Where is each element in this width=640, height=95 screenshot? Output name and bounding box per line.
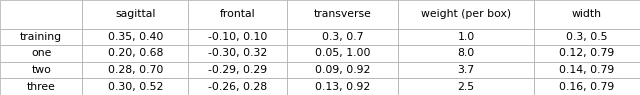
Text: 0.30, 0.52: 0.30, 0.52 <box>108 82 163 92</box>
Bar <box>83 28 188 45</box>
Bar <box>83 0 188 28</box>
Text: 0.20, 0.68: 0.20, 0.68 <box>108 48 163 58</box>
Bar <box>287 62 398 78</box>
Bar <box>0 78 83 95</box>
Bar <box>534 78 640 95</box>
Bar <box>0 0 83 28</box>
Bar <box>398 0 534 28</box>
Bar <box>398 78 534 95</box>
Bar <box>83 78 188 95</box>
Bar <box>287 28 398 45</box>
Text: 2.5: 2.5 <box>458 82 475 92</box>
Text: 0.09, 0.92: 0.09, 0.92 <box>315 65 370 75</box>
Bar <box>0 45 83 62</box>
Bar <box>0 28 83 45</box>
Text: 0.3, 0.7: 0.3, 0.7 <box>322 32 364 42</box>
Bar <box>188 28 287 45</box>
Text: 0.14, 0.79: 0.14, 0.79 <box>559 65 614 75</box>
Bar <box>188 78 287 95</box>
Bar <box>398 28 534 45</box>
Bar <box>83 45 188 62</box>
Bar <box>398 45 534 62</box>
Text: 0.35, 0.40: 0.35, 0.40 <box>108 32 163 42</box>
Text: -0.30, 0.32: -0.30, 0.32 <box>208 48 268 58</box>
Text: transverse: transverse <box>314 9 371 19</box>
Bar <box>534 62 640 78</box>
Bar <box>398 62 534 78</box>
Text: weight (per box): weight (per box) <box>421 9 511 19</box>
Text: 8.0: 8.0 <box>458 48 475 58</box>
Bar <box>188 0 287 28</box>
Bar <box>188 45 287 62</box>
Bar <box>0 62 83 78</box>
Text: 0.3, 0.5: 0.3, 0.5 <box>566 32 608 42</box>
Text: frontal: frontal <box>220 9 255 19</box>
Text: -0.26, 0.28: -0.26, 0.28 <box>208 82 268 92</box>
Text: -0.29, 0.29: -0.29, 0.29 <box>208 65 268 75</box>
Bar <box>534 0 640 28</box>
Bar <box>188 62 287 78</box>
Bar <box>83 62 188 78</box>
Text: 0.13, 0.92: 0.13, 0.92 <box>315 82 370 92</box>
Text: 0.16, 0.79: 0.16, 0.79 <box>559 82 614 92</box>
Text: two: two <box>31 65 51 75</box>
Text: three: three <box>27 82 56 92</box>
Text: training: training <box>20 32 62 42</box>
Bar <box>287 78 398 95</box>
Text: -0.10, 0.10: -0.10, 0.10 <box>208 32 268 42</box>
Bar <box>534 28 640 45</box>
Text: one: one <box>31 48 51 58</box>
Bar <box>534 45 640 62</box>
Text: 1.0: 1.0 <box>458 32 475 42</box>
Bar <box>287 0 398 28</box>
Bar <box>287 45 398 62</box>
Text: 0.05, 1.00: 0.05, 1.00 <box>315 48 371 58</box>
Text: 0.28, 0.70: 0.28, 0.70 <box>108 65 163 75</box>
Text: 3.7: 3.7 <box>458 65 475 75</box>
Text: sagittal: sagittal <box>115 9 156 19</box>
Text: width: width <box>572 9 602 19</box>
Text: 0.12, 0.79: 0.12, 0.79 <box>559 48 614 58</box>
